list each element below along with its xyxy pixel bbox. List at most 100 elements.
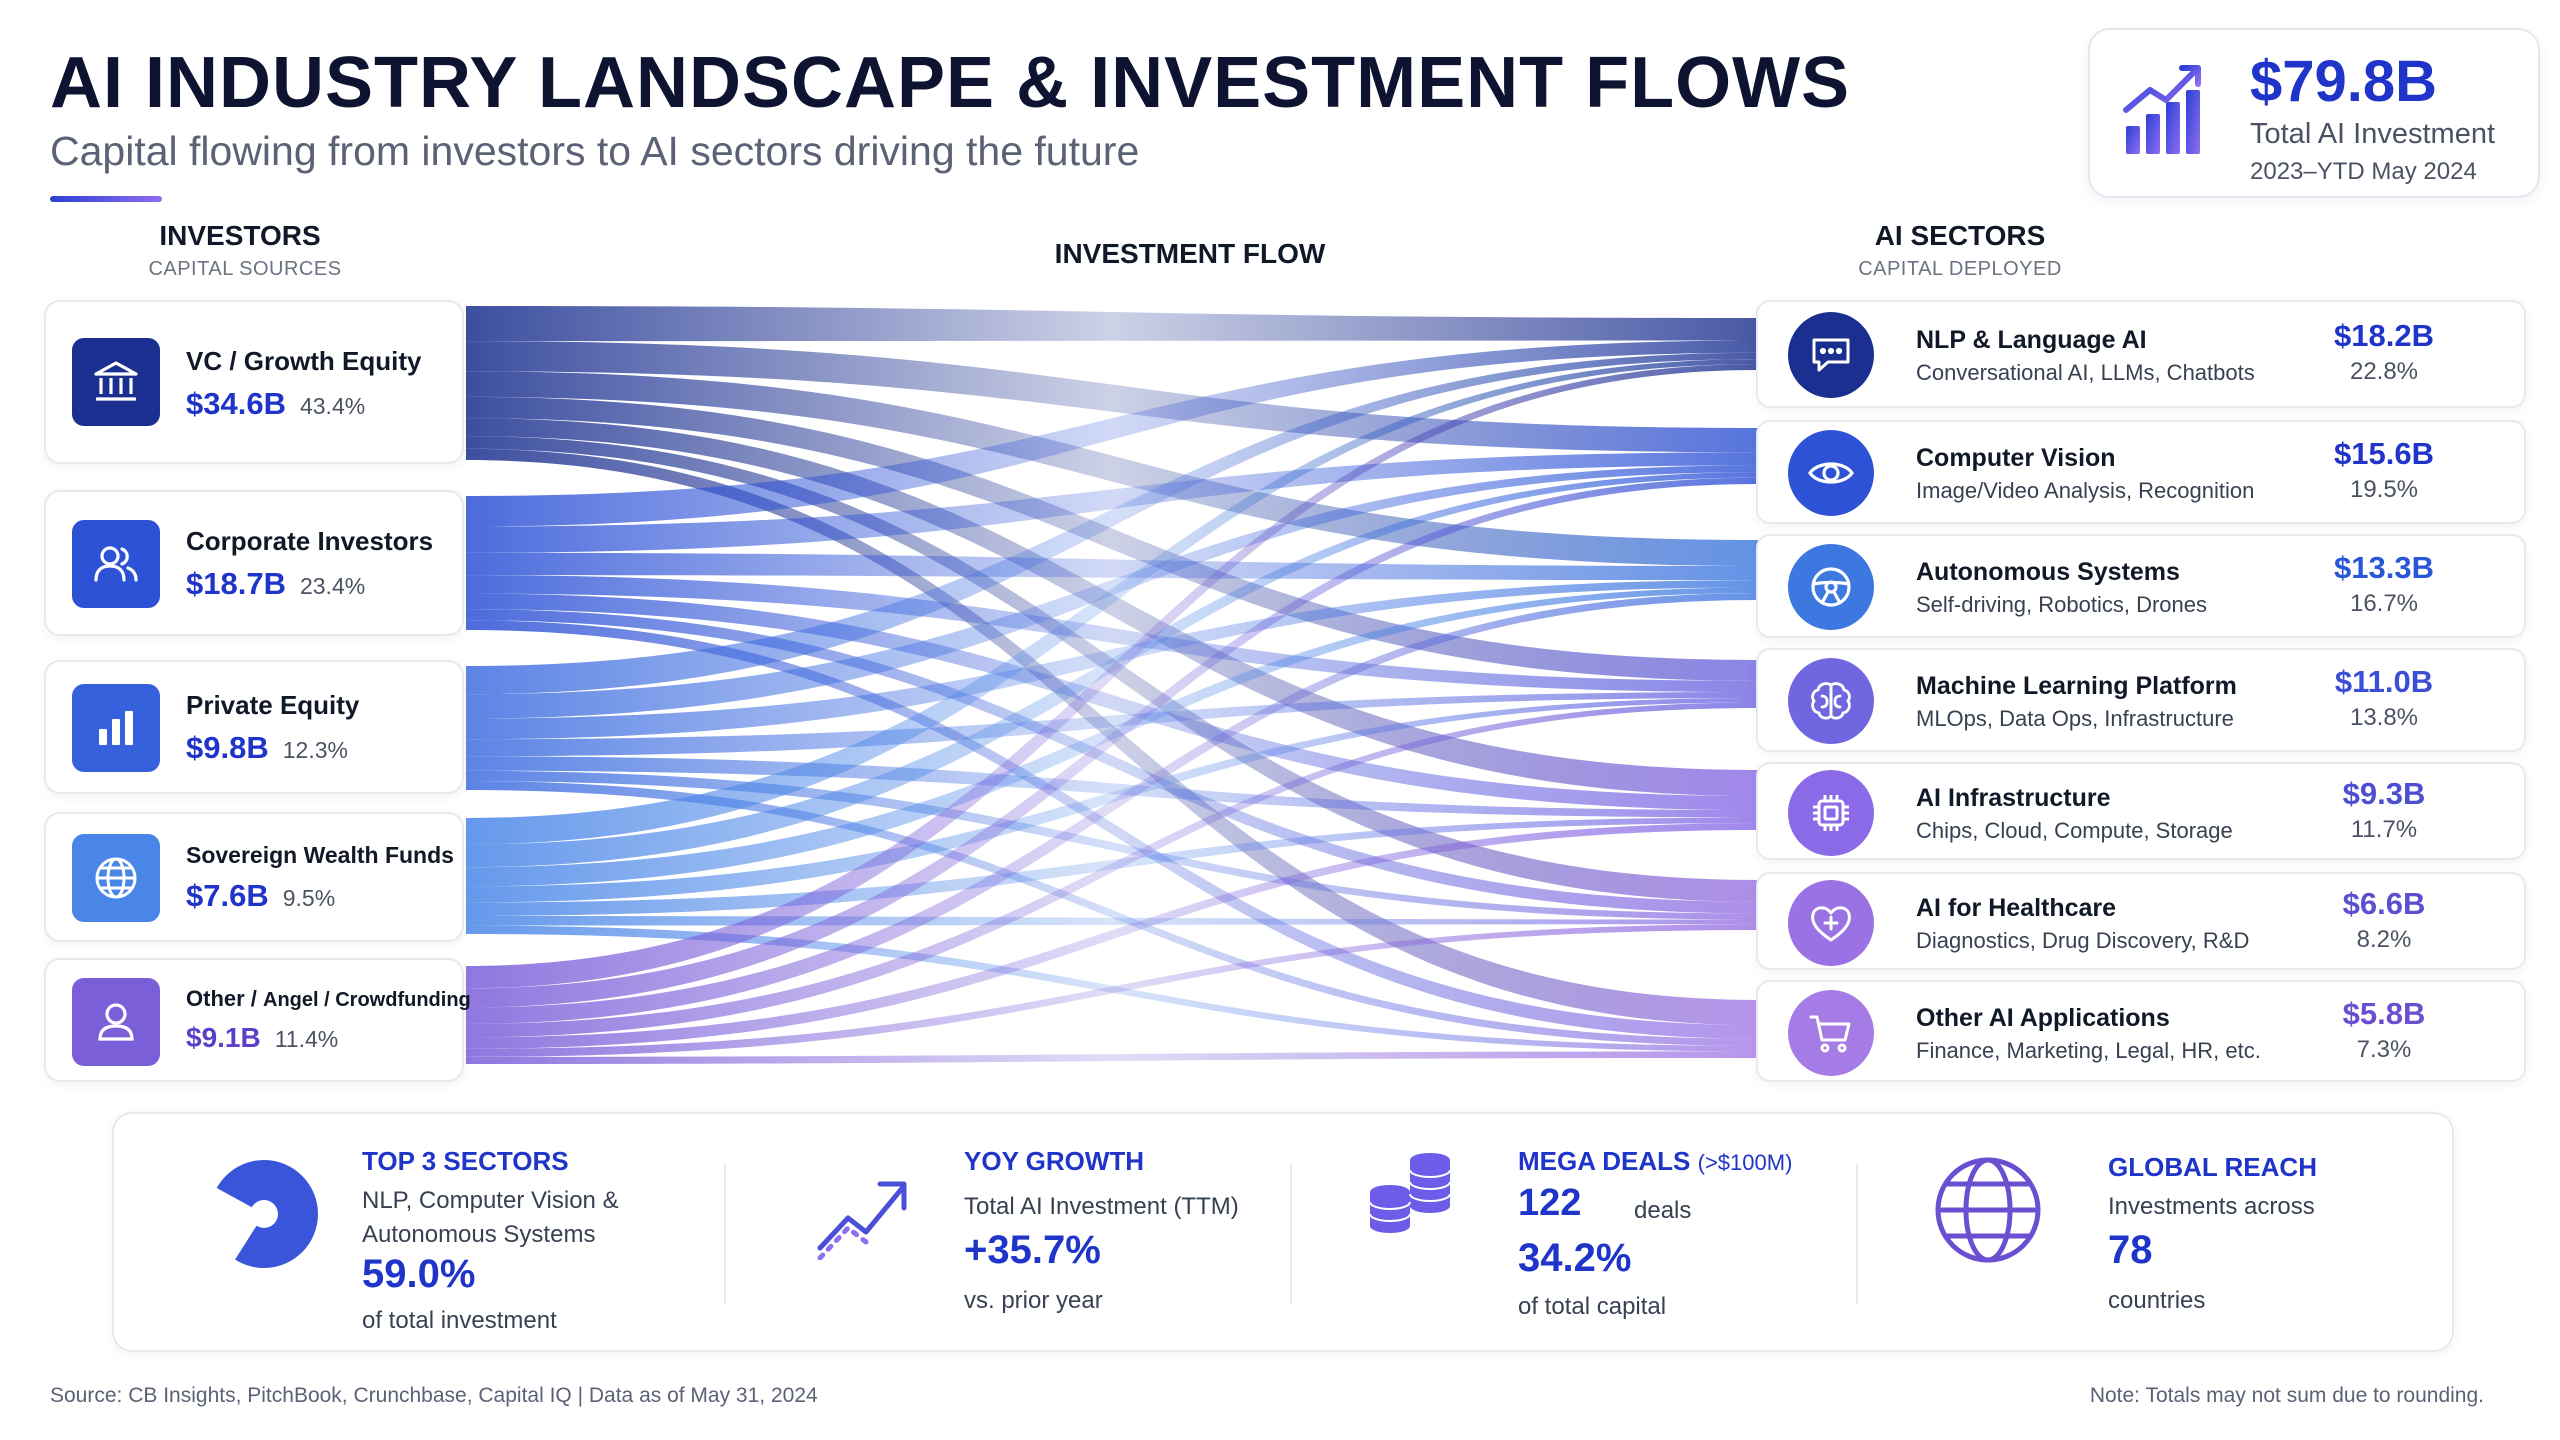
flow-ribbon [466, 1051, 1758, 1064]
sector-description: Chips, Cloud, Compute, Storage [1916, 818, 2233, 843]
mega-deals-count-unit: deals [1634, 1197, 1692, 1224]
global-reach-line1: Investments across [2108, 1193, 2315, 1220]
page-subtitle: Capital flowing from investors to AI sec… [50, 128, 1140, 174]
top-sectors-value: 59.0% [362, 1252, 476, 1296]
sector-card-healthcare[interactable]: AI for Healthcare Diagnostics, Drug Disc… [1756, 872, 2526, 970]
sector-card-nlp[interactable]: NLP & Language AI Conversational AI, LLM… [1756, 300, 2526, 408]
users-icon [72, 520, 160, 608]
investor-name: Sovereign Wealth Funds [186, 842, 454, 868]
investor-card-sovereign[interactable]: Sovereign Wealth Funds $7.6B 9.5% [44, 812, 464, 942]
investor-amount: $7.6B 9.5% [186, 878, 336, 913]
total-investment-period: 2023–YTD May 2024 [2250, 158, 2477, 185]
investor-card-other[interactable]: Other / Angel / Crowdfunding $9.1B 11.4% [44, 958, 471, 1082]
mega-deals-count: 122 [1518, 1182, 1582, 1224]
flow-ribbon [466, 340, 1758, 527]
globe-icon [1932, 1154, 2044, 1271]
sector-description: Diagnostics, Drug Discovery, R&D [1916, 928, 2250, 953]
globe-icon [72, 834, 160, 922]
top-sectors-caption: of total investment [362, 1307, 557, 1334]
flow-ribbon [466, 780, 1758, 1046]
sector-name: NLP & Language AI [1916, 326, 2147, 354]
flow-ribbon [466, 452, 1758, 553]
sector-amount: $11.0B [2334, 664, 2434, 699]
investor-name-detail: Angel / Crowdfunding [263, 989, 471, 1011]
flow-ribbon [466, 341, 1758, 453]
flow-ribbon [466, 352, 1758, 695]
investor-name: Other / Angel / Crowdfunding [186, 986, 471, 1011]
sector-name: Computer Vision [1916, 444, 2116, 472]
sector-share: 8.2% [2356, 926, 2412, 953]
sector-share: 22.8% [2349, 358, 2419, 385]
yoy-growth-line1: Total AI Investment (TTM) [964, 1193, 1239, 1220]
eye-icon [1788, 430, 1874, 516]
chat-icon [1788, 312, 1874, 398]
flow-ribbon [466, 609, 1758, 914]
sector-amount: $9.3B [2342, 776, 2426, 811]
global-reach-caption: countries [2108, 1287, 2206, 1314]
brain-icon [1788, 658, 1874, 744]
sector-description: Conversational AI, LLMs, Chatbots [1916, 360, 2255, 385]
flow-ribbon [466, 552, 1758, 581]
global-reach-title: GLOBAL REACH [2108, 1152, 2317, 1182]
coin-stack-icon [1364, 1146, 1464, 1251]
sector-share: 7.3% [2356, 1036, 2412, 1063]
investor-card-private-equity[interactable]: Private Equity $9.8B 12.3% [44, 660, 464, 794]
flow-ribbon [466, 823, 1758, 1049]
sector-amount: $6.6B [2342, 886, 2426, 921]
total-investment-label: Total AI Investment [2250, 118, 2496, 150]
sector-description: Self-driving, Robotics, Drones [1916, 592, 2208, 617]
chip-icon [1788, 770, 1874, 856]
flow-ribbon [466, 620, 1758, 1039]
investor-amount: $18.7B 23.4% [186, 566, 366, 601]
sector-amount: $13.3B [2334, 550, 2434, 585]
flow-ribbon [466, 477, 1758, 1008]
flow-ribbon [466, 306, 1758, 342]
bar-chart-icon [72, 684, 160, 772]
title-accent-rule [50, 196, 162, 202]
sector-card-ai-infrastructure[interactable]: AI Infrastructure Chips, Cloud, Compute,… [1756, 762, 2526, 860]
page-title: AI INDUSTRY LANDSCAPE & INVESTMENT FLOWS [50, 43, 1851, 123]
mega-deals-threshold: (>$100M) [1697, 1150, 1793, 1175]
flow-ribbon [466, 575, 1758, 693]
steering-wheel-icon [1788, 544, 1874, 630]
mega-deals-share: 34.2% [1518, 1236, 1632, 1280]
sector-name: Autonomous Systems [1916, 558, 2180, 586]
sectors-column-title: AI SECTORS [1874, 220, 2046, 251]
heart-plus-icon [1788, 880, 1874, 966]
total-investment-card: $79.8B Total AI Investment 2023–YTD May … [2088, 28, 2540, 198]
investor-amount: $9.1B 11.4% [186, 1022, 339, 1053]
stats-divider [724, 1164, 726, 1304]
sector-amount: $15.6B [2334, 436, 2434, 471]
investor-share: 9.5% [282, 885, 336, 911]
total-investment-value: $79.8B [2250, 49, 2438, 114]
sector-card-autonomous[interactable]: Autonomous Systems Self-driving, Robotic… [1756, 534, 2526, 638]
sector-name: Machine Learning Platform [1916, 672, 2237, 700]
sector-amount: $18.2B [2334, 318, 2434, 353]
investor-share: 43.4% [299, 393, 366, 419]
sector-description: MLOps, Data Ops, Infrastructure [1916, 706, 2234, 731]
top-sectors-line1: NLP, Computer Vision & [362, 1187, 619, 1214]
flow-ribbon [466, 418, 1758, 797]
person-icon [72, 978, 160, 1066]
sector-card-ml-platform[interactable]: Machine Learning Platform MLOps, Data Op… [1756, 648, 2526, 752]
sector-card-computer-vision[interactable]: Computer Vision Image/Video Analysis, Re… [1756, 420, 2526, 524]
sector-name: AI for Healthcare [1916, 894, 2117, 922]
sectors-column-subtitle: CAPITAL DEPLOYED [1858, 258, 2062, 280]
trend-up-icon [814, 1170, 914, 1265]
sector-share: 13.8% [2349, 704, 2419, 731]
flow-column-title: INVESTMENT FLOW [1054, 238, 1326, 269]
investor-name: VC / Growth Equity [186, 346, 422, 376]
flow-ribbon [466, 697, 1758, 903]
growth-bar-chart-icon [2122, 60, 2212, 160]
investor-card-corporate[interactable]: Corporate Investors $18.7B 23.4% [44, 490, 464, 636]
sector-card-other-applications[interactable]: Other AI Applications Finance, Marketing… [1756, 980, 2526, 1082]
investors-column-subtitle: CAPITAL SOURCES [148, 258, 342, 280]
flow-ribbon [466, 924, 1758, 1057]
investor-name: Corporate Investors [186, 526, 434, 556]
sector-share: 16.7% [2349, 590, 2419, 617]
top-sectors-line2: Autonomous Systems [362, 1221, 596, 1248]
flow-ribbon [466, 364, 1758, 989]
investor-card-vc[interactable]: VC / Growth Equity $34.6B 43.4% [44, 300, 464, 464]
investors-column-title: INVESTORS [159, 220, 321, 251]
